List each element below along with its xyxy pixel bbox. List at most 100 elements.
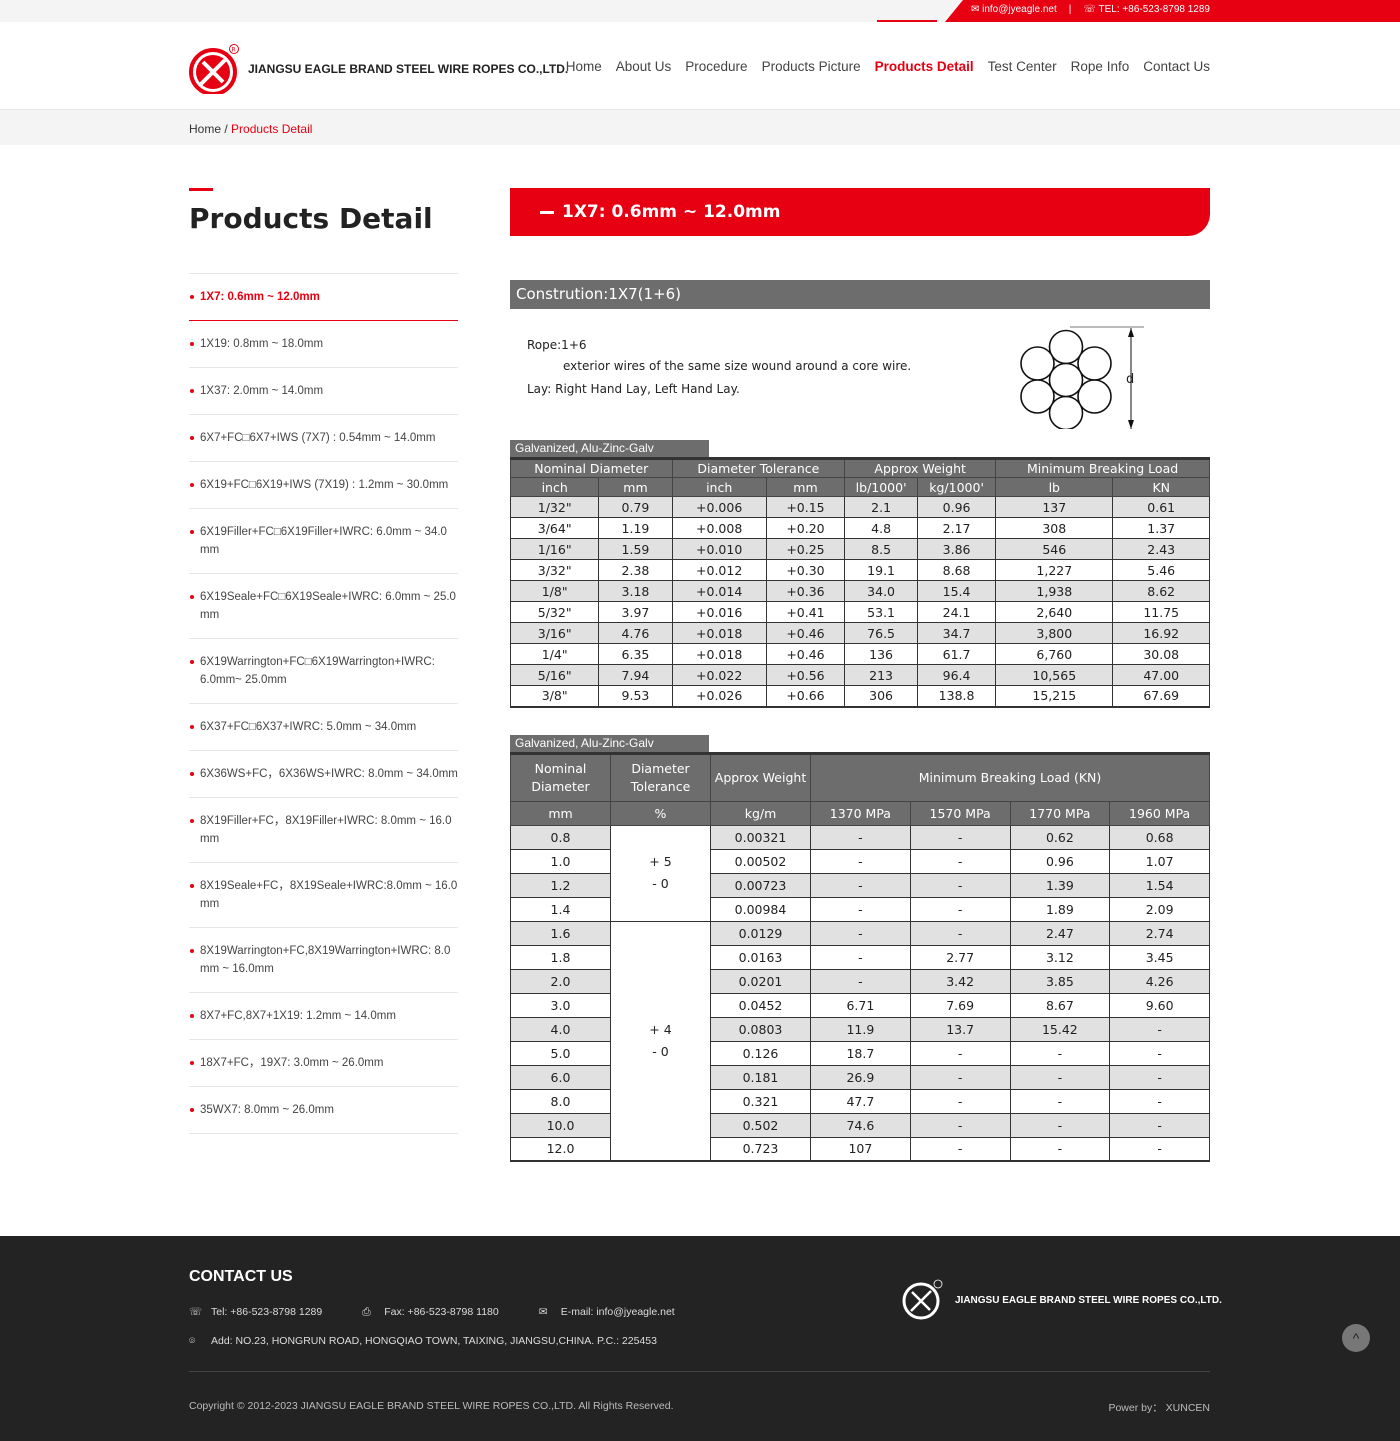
logo-icon[interactable]: R <box>189 44 239 94</box>
sidebar-item[interactable]: 6X7+FC□6X7+IWS (7X7) : 0.54mm ~ 14.0mm <box>189 415 458 462</box>
sidebar-item[interactable]: 6X19Warrington+FC□6X19Warrington+IWRC: 6… <box>189 639 458 704</box>
table-cell: 3/8" <box>509 685 600 707</box>
product-title-bar: 1X7: 0.6mm ~ 12.0mm <box>510 188 1210 236</box>
table-row: 1.2 0.00723- -1.39 1.54 <box>510 872 1210 898</box>
table-cell: 53.1 <box>844 601 919 623</box>
tolerance-cell: + 4- 0 <box>610 920 711 1162</box>
footer-email[interactable]: ✉ E-mail: info@jyeagle.net <box>539 1306 675 1319</box>
email-link[interactable]: ✉ info@jyeagle.net <box>971 4 1057 15</box>
table-cell: 3.42 <box>909 968 1011 994</box>
table-row: 3.0 0.0452 6.71 7.69 8.67 9.60 <box>510 992 1210 1018</box>
table-cell: 8.0 <box>510 1088 611 1114</box>
table-cell: +0.014 <box>671 580 767 602</box>
table-cell: +0.010 <box>671 538 767 560</box>
header-row: Nominal Diameter Diameter Tolerance Approx… <box>510 458 1210 478</box>
table-row: 5/32" 3.97 +0.016 +0.41 53.1 24.1 2,640 11.75 <box>509 601 1210 623</box>
sidebar-item[interactable]: 8X19Seale+FC，8X19Seale+IWRC:8.0mm ~ 16.0… <box>189 863 458 928</box>
table-cell: 47.00 <box>1112 664 1210 686</box>
table-cell: - <box>909 1040 1011 1066</box>
header: R JIANGSU EAGLE BRAND STEEL WIRE ROPES C… <box>0 22 1400 110</box>
rope-text: Rope:1+6 <box>527 338 587 352</box>
breadcrumb-bar: Home / Products Detail <box>0 110 1400 145</box>
nav-item-products-detail[interactable]: Products Detail <box>874 59 974 74</box>
sidebar-item[interactable]: 6X19+FC□6X19+IWS (7X19) : 1.2mm ~ 30.0mm <box>189 462 458 509</box>
table-cell: 10,565 <box>995 664 1114 686</box>
table-cell: 2.1 <box>844 496 919 518</box>
footer-tel-text: Tel: +86-523-8798 1289 <box>211 1306 323 1318</box>
table-cell: 2.43 <box>1112 538 1210 560</box>
printer-icon: ⎙ <box>362 1306 371 1318</box>
footer: CONTACT US ☏ Tel: +86-523-8798 1289 ⎙ Fax:… <box>0 1236 1400 1441</box>
table-cell: 137 <box>995 496 1114 518</box>
sidebar-item[interactable]: 8X19Warrington+FC,8X19Warrington+IWRC: 8… <box>189 928 458 993</box>
table-cell: 3.45 <box>1109 944 1210 970</box>
footer-fax-text: Fax: +86-523-8798 1180 <box>384 1306 499 1318</box>
table-cell: 1.39 <box>1009 872 1111 898</box>
table-cell: 138.8 <box>917 685 997 707</box>
tolerance-minus: - 0 <box>652 876 669 891</box>
back-to-top-button[interactable]: ^ <box>1342 1324 1370 1352</box>
table-row: 12.0 0.723 107- - - <box>510 1136 1210 1162</box>
table-cell: 96.4 <box>917 664 997 686</box>
table-row: 6.0 0.181 26.9- - - <box>510 1064 1210 1090</box>
nav-item-home[interactable]: Home <box>565 59 602 74</box>
table-cell: 1/32" <box>509 496 600 518</box>
table-cell: 0.723 <box>710 1136 811 1162</box>
sidebar-item[interactable]: 1X19: 0.8mm ~ 18.0mm <box>189 321 458 368</box>
table-cell: 213 <box>844 664 919 686</box>
table-row: 2.0 0.0201-3.42 3.85 4.26 <box>510 968 1210 994</box>
table-cell: 0.0803 <box>710 1016 811 1042</box>
unit-header: mm <box>765 477 846 497</box>
sidebar-item[interactable]: 1X7: 0.6mm ~ 12.0mm <box>189 274 458 321</box>
table-cell: 0.126 <box>710 1040 811 1066</box>
sidebar-item[interactable]: 6X36WS+FC，6X36WS+IWRC: 8.0mm ~ 34.0mm <box>189 751 458 798</box>
table-row: 1/32" 0.79 +0.006 +0.15 2.1 0.96 137 0.61 <box>509 496 1210 518</box>
table-cell: 34.7 <box>917 622 997 644</box>
table-cell: 0.502 <box>710 1112 811 1138</box>
sidebar-item[interactable]: 6X19Seale+FC□6X19Seale+IWRC: 6.0mm ~ 25.… <box>189 574 458 639</box>
nav-item-about-us[interactable]: About Us <box>615 59 672 74</box>
email-text: info@jyeagle.net <box>982 4 1057 15</box>
column-header: Diameter Tolerance <box>610 752 711 802</box>
nav-item-products-picture[interactable]: Products Picture <box>761 59 861 74</box>
table-cell: - <box>810 824 911 850</box>
nav-item-test-center[interactable]: Test Center <box>987 59 1057 74</box>
table-cell: - <box>1009 1064 1111 1090</box>
breadcrumb-sep: / <box>221 122 232 136</box>
table-cell: - <box>909 896 1011 922</box>
product-title: 1X7: 0.6mm ~ 12.0mm <box>562 202 781 222</box>
table-cell: - <box>909 1088 1011 1114</box>
footer-contacts: ☏ Tel: +86-523-8798 1289 ⎙ Fax: +86-523-87… <box>189 1306 675 1319</box>
table-cell: 0.0163 <box>710 944 811 970</box>
table-cell: 1/16" <box>509 538 600 560</box>
nav-item-rope-info[interactable]: Rope Info <box>1070 59 1130 74</box>
sidebar-item[interactable]: 8X19Filler+FC，8X19Filler+IWRC: 8.0mm ~ 1… <box>189 798 458 863</box>
sidebar-item[interactable]: 8X7+FC,8X7+1X19: 1.2mm ~ 14.0mm <box>189 993 458 1040</box>
sidebar-item[interactable]: 6X37+FC□6X37+IWRC: 5.0mm ~ 34.0mm <box>189 704 458 751</box>
nav-item-contact-us[interactable]: Contact Us <box>1143 59 1210 74</box>
table-cell: 3.18 <box>598 580 673 602</box>
table2-tag: Galvanized, Alu-Zinc-Galv <box>510 734 709 752</box>
sidebar-item[interactable]: 6X19Filler+FC□6X19Filler+IWRC: 6.0mm ~ 3… <box>189 509 458 574</box>
unit-header: KN <box>1112 477 1210 497</box>
table-cell: 7.69 <box>909 992 1011 1018</box>
sidebar-item[interactable]: 1X37: 2.0mm ~ 14.0mm <box>189 368 458 415</box>
table-cell: 67.69 <box>1112 685 1210 707</box>
table-cell: 5.46 <box>1112 559 1210 581</box>
footer-address-text: Add: NO.23, HONGRUN ROAD, HONGQIAO TOWN,… <box>211 1335 657 1347</box>
sidebar-item[interactable]: 18X7+FC，19X7: 3.0mm ~ 26.0mm <box>189 1040 458 1087</box>
table-cell: 12.0 <box>510 1136 611 1162</box>
table-cell: 16.92 <box>1112 622 1210 644</box>
nav-item-procedure[interactable]: Procedure <box>685 59 748 74</box>
table-cell: 306 <box>844 685 919 707</box>
sidebar-title: Products Detail <box>189 202 433 235</box>
table-cell: 8.62 <box>1112 580 1210 602</box>
table-cell: - <box>1009 1136 1111 1162</box>
table-cell: 30.08 <box>1112 643 1210 665</box>
footer-brand: JIANGSU EAGLE BRAND STEEL WIRE ROPES CO.… <box>955 1295 1222 1306</box>
table-cell: 4.8 <box>844 517 919 539</box>
divider: | <box>1068 4 1072 15</box>
breadcrumb-home[interactable]: Home <box>189 122 222 136</box>
sidebar-item[interactable]: 35WX7: 8.0mm ~ 26.0mm <box>189 1087 458 1134</box>
column-group-header: Nominal Diameter <box>510 458 673 478</box>
